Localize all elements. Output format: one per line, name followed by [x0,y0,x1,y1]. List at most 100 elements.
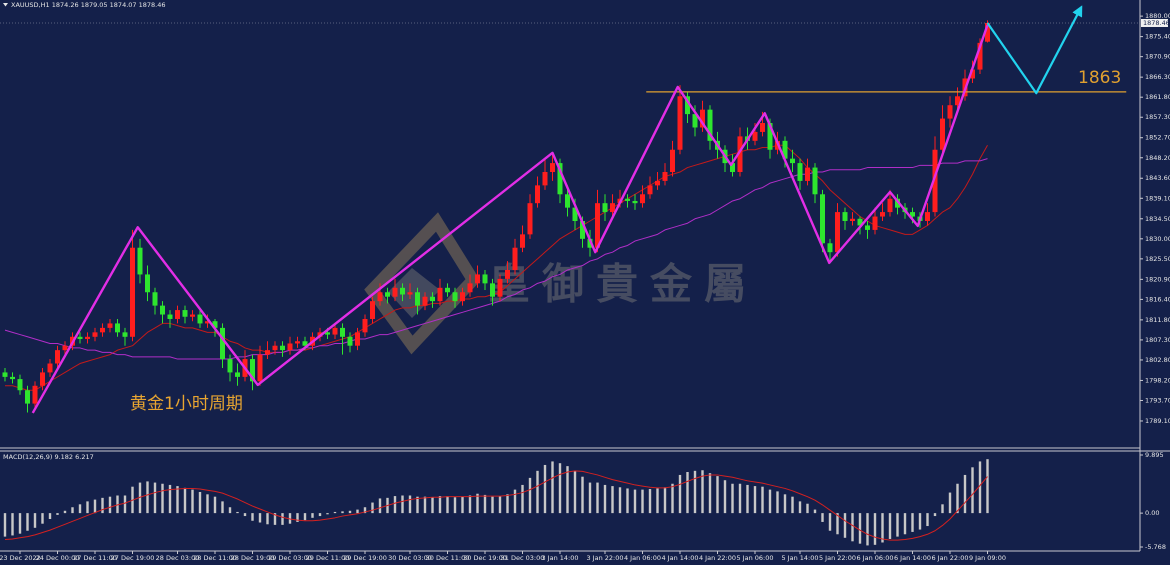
y-tick-label: 1793.70 [1145,396,1170,404]
macd-bar [873,513,877,545]
candle-body [355,332,360,346]
price-box-label: 1878.46 [1143,19,1170,27]
macd-bar [341,511,344,514]
candle-body [512,247,518,270]
macd-bar [948,492,952,514]
y-tick-label: 1875.40 [1145,33,1170,41]
macd-bar [326,513,329,515]
macd-bar [153,482,157,514]
candle-body [235,372,240,377]
macd-bar [491,496,494,514]
macd-bar [543,464,547,514]
candle-body [587,238,593,248]
candle-body [752,131,758,141]
candle-body [467,283,473,293]
macd-bar [551,461,554,514]
candle-body [392,287,398,297]
candle-body [707,109,713,141]
macd-bar [888,513,892,539]
macd-value: 9.182 [54,453,73,461]
candle-body [535,185,540,204]
macd-bar [146,481,149,514]
candle-body [827,243,833,253]
macd-bar [716,476,719,514]
y-tick-label: 1852.70 [1145,134,1170,142]
macd-bar [911,513,914,532]
macd-bar [476,493,479,514]
x-tick-label: 30 Dec 19:00 [463,554,507,562]
candle-body [212,321,218,328]
subtitle: 黄金1小时周期 [130,394,243,414]
macd-bar [701,470,704,514]
candle-body [197,314,203,324]
y-tick-label: 1807.30 [1145,336,1170,344]
macd-bar [866,513,869,546]
candle-body [377,292,383,302]
macd-bar [71,507,74,514]
candle-body [47,363,53,373]
macd-bar [236,511,239,514]
y-tick-label: 1834.50 [1145,215,1170,223]
candle-body [430,296,435,302]
candle-body [25,390,30,404]
macd-bar [168,484,172,514]
macd-bar [693,470,697,514]
candle-body [445,287,450,293]
candle-body [160,305,165,315]
macd-bar [206,494,209,514]
macd-bar [228,507,232,514]
candle-body [422,296,428,306]
candle-body [40,372,45,386]
candle-body [850,218,855,221]
candle-body [340,327,345,337]
candle-body [572,207,578,221]
x-tick-label: 6 Jan 06:00 [856,554,893,562]
macd-bar [33,513,37,528]
macd-bar [161,483,164,514]
macd-bar [251,513,254,521]
watermark-logo [364,212,481,355]
x-tick-label: 3 Jan 14:00 [541,554,578,562]
candle-body [497,278,503,297]
macd-bar [731,483,734,514]
signal-value: 6.217 [75,453,94,461]
macd-bar [896,513,899,537]
macd-bar [918,513,922,530]
candle-body [595,203,600,248]
macd-bar [363,507,367,514]
candle-body [17,379,23,391]
macd-bar [116,495,119,514]
candle-body [730,163,735,173]
macd-bar [506,494,509,514]
macd-bar [378,498,382,514]
candle-body [272,345,278,351]
macd-bar [273,513,277,525]
macd-bar [213,496,217,514]
macd-header: MACD(12,26,9) 9.182 6.217 [3,453,94,461]
candle-body [10,376,15,380]
candle-body [647,185,653,195]
candle-body [527,203,533,235]
macd-bar [401,495,404,514]
candle-body [737,136,743,173]
candle-body [2,372,8,377]
candle-body [932,149,938,213]
x-tick-label: 4 Jan 22:00 [699,554,736,562]
macd-bar [648,489,652,514]
macd-bar [108,496,112,514]
candle-body [190,314,195,317]
macd-bar [671,483,674,514]
macd-bar [86,501,89,514]
macd-bar [581,476,584,514]
macd-bar [963,474,967,514]
macd-bar [101,497,104,514]
y-tick-label: 1820.90 [1145,275,1170,283]
candle-body [985,22,990,42]
macd-bar [408,495,412,514]
macd-bar [3,513,7,537]
macd-bar [978,461,982,514]
candle-body [62,345,68,351]
macd-bar [528,477,532,514]
